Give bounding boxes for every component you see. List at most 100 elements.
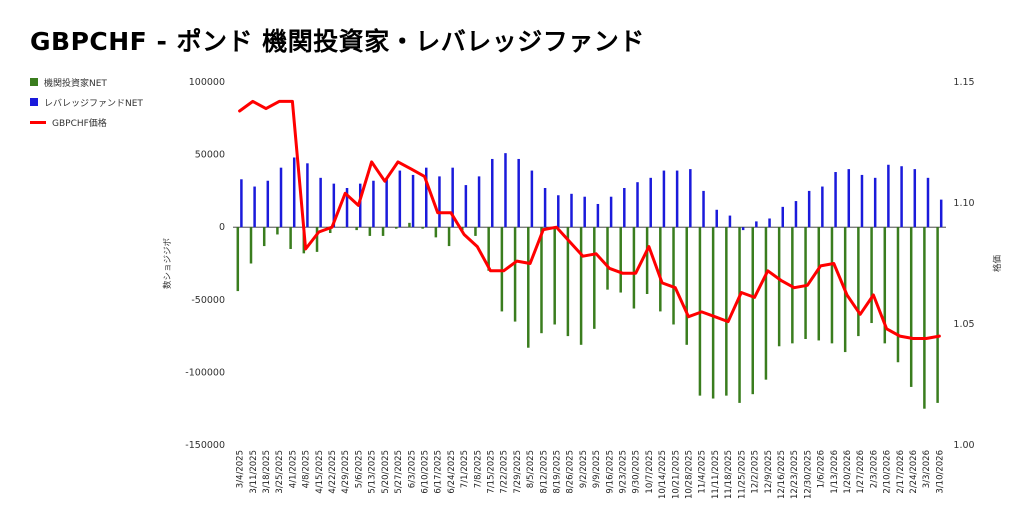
bar	[685, 227, 688, 345]
bar	[579, 227, 583, 345]
bar	[896, 227, 900, 363]
x-tick-label: 9/30/2025	[632, 450, 642, 494]
bar	[381, 227, 385, 236]
legend-swatch-leveraged	[30, 98, 38, 106]
bar	[464, 185, 468, 228]
x-ticks-layer: 3/4/2025 3/11/2025 3/18/2025 3/25/2025 4/1/2…	[236, 450, 946, 499]
bar	[728, 215, 732, 228]
bar	[332, 183, 336, 228]
bar	[781, 206, 785, 228]
bar	[315, 227, 319, 252]
x-tick-label: 4/8/2025	[302, 450, 312, 488]
bar	[557, 195, 560, 228]
x-tick-label: 6/24/2025	[447, 450, 457, 494]
bar	[636, 182, 639, 228]
legend-item-price: GBPCHF価格	[30, 112, 143, 132]
bar	[451, 167, 454, 228]
bar	[847, 169, 851, 228]
bar	[807, 190, 811, 228]
bar	[540, 227, 543, 334]
axes-layer: 100000 50000 0 -50000 -100000 -150000 1.15 1.10…	[162, 77, 1003, 451]
x-tick-label: 7/29/2025	[513, 450, 523, 494]
bar	[909, 227, 913, 387]
x-tick-label: 2/10/2026	[883, 450, 893, 494]
legend-label-leveraged: レバレッジファンドNET	[44, 98, 143, 109]
bar	[477, 176, 481, 228]
bar	[474, 227, 477, 236]
x-tick-label: 3/18/2025	[262, 450, 272, 494]
legend-item-leveraged: レバレッジファンドNET	[30, 92, 143, 112]
bar	[342, 227, 345, 228]
bar	[385, 177, 388, 228]
y2-tick-label: 1.05	[953, 319, 974, 330]
bars-layer	[236, 153, 943, 409]
bar	[266, 180, 270, 228]
bar	[583, 196, 586, 228]
bar	[319, 177, 322, 228]
x-tick-label: 12/2/2025	[751, 450, 761, 494]
bar	[421, 227, 424, 229]
x-tick-label: 11/4/2025	[698, 450, 708, 494]
x-tick-label: 1/27/2026	[856, 450, 866, 494]
x-tick-label: 7/1/2025	[460, 450, 470, 488]
x-tick-label: 3/10/2026	[935, 450, 945, 494]
bar	[632, 227, 636, 309]
bar	[870, 227, 873, 324]
legend-label-institutional: 機関投資家NET	[44, 78, 107, 89]
bar	[543, 187, 547, 228]
bar	[408, 222, 411, 228]
y-tick-label: 50000	[195, 150, 225, 161]
bar	[491, 158, 494, 228]
bar	[768, 218, 771, 228]
bar	[355, 227, 358, 231]
bar	[764, 227, 768, 380]
bar	[434, 227, 438, 238]
bar	[649, 177, 652, 228]
legend-swatch-institutional	[30, 78, 38, 86]
chart-title: GBPCHF - ポンド 機関投資家・レバレッジファンド	[30, 27, 645, 56]
bar	[715, 209, 718, 228]
x-tick-label: 2/17/2026	[896, 450, 906, 494]
bar	[276, 227, 279, 235]
bar	[817, 227, 821, 341]
bar	[725, 227, 728, 396]
bar	[372, 180, 375, 228]
x-tick-label: 9/9/2025	[592, 450, 602, 488]
x-tick-label: 11/18/2025	[724, 450, 734, 499]
bar	[249, 227, 253, 264]
legend-swatch-price	[30, 120, 46, 124]
bar	[883, 227, 887, 344]
x-tick-label: 5/6/2025	[354, 450, 364, 488]
bar	[900, 166, 903, 228]
bar	[289, 227, 292, 249]
x-tick-label: 1/6/2026	[817, 450, 827, 488]
bar	[358, 183, 362, 228]
bar	[751, 227, 754, 395]
x-tick-label: 11/25/2025	[737, 450, 747, 499]
bar	[689, 169, 692, 228]
bar	[619, 227, 622, 293]
x-tick-label: 10/21/2025	[671, 450, 681, 499]
bar	[645, 227, 649, 294]
price-line-layer	[238, 99, 941, 340]
bar	[794, 201, 798, 228]
x-tick-label: 3/4/2025	[236, 450, 246, 488]
x-tick-label: 9/16/2025	[605, 450, 615, 494]
y2-tick-label: 1.15	[953, 77, 974, 88]
x-tick-label: 8/26/2025	[566, 450, 576, 494]
bar	[394, 227, 398, 229]
x-tick-label: 2/24/2026	[909, 450, 919, 494]
bar	[570, 193, 573, 228]
bar	[623, 187, 626, 228]
bar	[834, 172, 837, 228]
bar	[262, 227, 266, 247]
x-tick-label: 9/2/2025	[579, 450, 589, 488]
bar	[887, 164, 890, 228]
x-tick-label: 10/14/2025	[658, 450, 668, 499]
bar	[755, 221, 758, 228]
x-tick-label: 3/3/2026	[922, 450, 932, 488]
bar	[913, 169, 917, 228]
bar	[253, 186, 256, 228]
bar	[738, 227, 741, 403]
